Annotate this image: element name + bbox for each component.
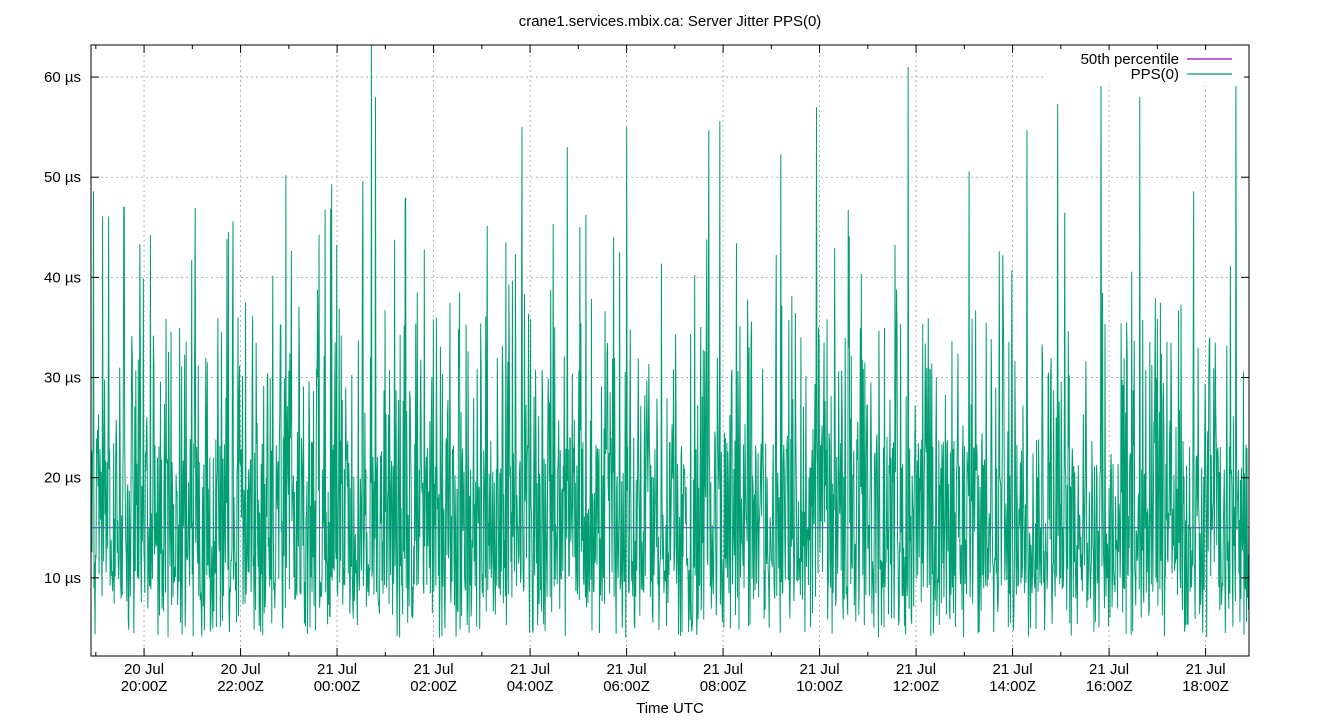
y-tick-label: 10 µs: [44, 570, 81, 587]
x-tick-time: 12:00Z: [893, 678, 940, 695]
x-tick-time: 16:00Z: [1086, 678, 1133, 695]
x-tick-time: 00:00Z: [314, 678, 361, 695]
x-tick-date: 20 Jul: [124, 661, 164, 678]
y-tick-label: 50 µs: [44, 169, 81, 186]
x-tick-time: 20:00Z: [121, 678, 168, 695]
x-tick-time: 10:00Z: [796, 678, 843, 695]
x-tick-time: 06:00Z: [603, 678, 650, 695]
x-axis-label: Time UTC: [636, 700, 704, 717]
x-tick-date: 21 Jul: [1089, 661, 1129, 678]
chart-title: crane1.services.mbix.ca: Server Jitter P…: [519, 13, 822, 30]
plot-frame: [90, 44, 1250, 657]
series-line-pps: [90, 44, 1250, 638]
x-tick-date: 21 Jul: [993, 661, 1033, 678]
legend-label: PPS(0): [1131, 66, 1179, 83]
x-tick-date: 20 Jul: [221, 661, 261, 678]
y-tick-label: 40 µs: [44, 269, 81, 286]
legend-label: 50th percentile: [1081, 51, 1179, 68]
y-tick-label: 60 µs: [44, 69, 81, 86]
x-tick-time: 14:00Z: [989, 678, 1036, 695]
x-tick-date: 21 Jul: [414, 661, 454, 678]
x-tick-date: 21 Jul: [510, 661, 550, 678]
x-tick-time: 22:00Z: [217, 678, 264, 695]
grid: [91, 45, 1249, 656]
legend-background: [1046, 50, 1244, 86]
x-tick-date: 21 Jul: [317, 661, 357, 678]
y-tick-label: 30 µs: [44, 370, 81, 387]
series-layer: [90, 44, 1250, 638]
x-tick-date: 21 Jul: [896, 661, 936, 678]
x-tick-time: 08:00Z: [700, 678, 747, 695]
x-tick-date: 21 Jul: [800, 661, 840, 678]
y-axis: 10 µs 20 µs 30 µs 40 µs 50 µs 60 µs: [44, 69, 1249, 587]
x-tick-date: 21 Jul: [703, 661, 743, 678]
y-tick-label: 20 µs: [44, 470, 81, 487]
x-tick-date: 21 Jul: [1186, 661, 1226, 678]
x-tick-time: 02:00Z: [410, 678, 457, 695]
x-tick-time: 18:00Z: [1182, 678, 1229, 695]
x-tick-time: 04:00Z: [507, 678, 554, 695]
x-tick-date: 21 Jul: [607, 661, 647, 678]
